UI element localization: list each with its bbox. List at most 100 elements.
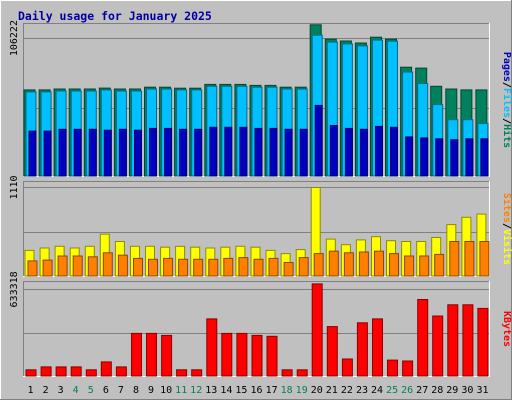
bar-kbytes-day-10 [161, 334, 173, 377]
x-tick-label: 20 [311, 385, 323, 396]
bar-pages-day-26 [405, 136, 414, 177]
bar-pages-day-31 [480, 138, 489, 177]
bar-pages-day-30 [465, 138, 474, 177]
x-tick-label: 26 [401, 385, 413, 396]
bar-kbytes-day-11 [176, 369, 188, 377]
bar-kbytes-day-28 [432, 315, 444, 377]
panel-legend: Sites/Visits [501, 193, 512, 265]
bar-kbytes-day-6 [100, 361, 112, 377]
legend-entry-0: Pages [501, 52, 512, 82]
legend-entry-1: / [501, 82, 512, 88]
x-tick-label: 11 [175, 385, 187, 396]
bar-pages-day-10 [164, 127, 173, 177]
bar-kbytes-day-13 [206, 318, 218, 377]
bar-sites-day-17 [268, 257, 279, 277]
x-tick-label: 8 [133, 385, 139, 396]
x-tick-label: 13 [205, 385, 217, 396]
bar-pages-day-7 [118, 128, 127, 177]
bar-pages-day-2 [43, 130, 52, 177]
bar-sites-day-26 [404, 255, 415, 277]
bar-kbytes-day-9 [146, 332, 157, 377]
x-tick-label: 14 [220, 385, 232, 396]
bar-pages-day-15 [239, 126, 248, 177]
bar-sites-day-19 [298, 257, 309, 277]
bar-sites-day-28 [434, 253, 445, 277]
x-tick-label: 2 [43, 385, 49, 396]
bar-kbytes-day-18 [281, 369, 293, 377]
bar-sites-day-10 [163, 257, 174, 277]
bar-pages-day-24 [375, 125, 383, 177]
x-tick-label: 1 [27, 385, 33, 396]
bar-sites-day-25 [389, 253, 399, 277]
legend-entry-1: / [501, 223, 512, 229]
bar-kbytes-day-16 [251, 334, 263, 377]
legend-entry-0: Sites [501, 193, 512, 223]
bar-sites-day-24 [374, 250, 384, 277]
x-tick-label: 22 [341, 385, 353, 396]
bar-pages-day-23 [359, 128, 368, 177]
chart-title: Daily usage for January 2025 [18, 9, 212, 23]
bar-kbytes-day-8 [131, 332, 142, 377]
bar-kbytes-day-30 [462, 304, 474, 377]
x-tick-label: 30 [461, 385, 473, 396]
panel-visits-sites: 1110 Sites/Visits [9, 175, 512, 277]
x-axis-labels: 1 2 3 4 5 6 7 8 9 10 11 12 13 14 15 16 17 18 19 20 21 22 23 24 2… [27, 385, 488, 396]
series-pages [28, 104, 489, 177]
bar-sites-day-15 [238, 257, 249, 277]
bar-sites-day-11 [178, 258, 189, 277]
bar-pages-day-27 [420, 137, 429, 177]
bar-kbytes-day-22 [341, 358, 353, 377]
legend-entry-3: / [501, 118, 512, 124]
panel-legend: Pages/Files/Hits [501, 52, 512, 148]
panel-legend: KBytes [501, 311, 512, 347]
bar-kbytes-day-7 [115, 366, 127, 377]
panel-max-label: 106222 [9, 20, 20, 56]
bar-kbytes-day-5 [85, 369, 97, 377]
bar-sites-day-13 [208, 258, 219, 277]
bar-sites-day-7 [117, 254, 128, 277]
bar-kbytes-day-15 [236, 332, 248, 377]
bar-pages-day-9 [149, 127, 157, 177]
series-kbytes [25, 283, 489, 377]
bar-sites-day-5 [87, 256, 98, 277]
bar-sites-day-18 [283, 262, 294, 277]
x-tick-label: 18 [281, 385, 293, 396]
bar-sites-day-29 [449, 241, 460, 277]
bar-pages-day-4 [73, 128, 82, 177]
bar-pages-day-21 [329, 125, 338, 177]
bar-kbytes-day-23 [356, 322, 368, 377]
bar-sites-day-4 [72, 255, 83, 277]
bar-kbytes-day-1 [25, 369, 37, 377]
bar-sites-day-16 [253, 258, 264, 277]
x-tick-label: 15 [235, 385, 247, 396]
x-tick-label: 7 [118, 385, 124, 396]
panel-max-label: 1110 [9, 175, 20, 199]
bar-sites-day-31 [479, 241, 490, 277]
bar-sites-day-9 [148, 258, 158, 277]
x-tick-label: 28 [431, 385, 443, 396]
bar-sites-day-21 [328, 250, 339, 277]
legend-entry-2: Files [501, 88, 512, 118]
bar-kbytes-day-17 [266, 335, 278, 377]
bar-sites-day-27 [419, 255, 430, 277]
bar-kbytes-day-4 [70, 366, 82, 377]
bar-kbytes-day-2 [40, 366, 52, 377]
bar-sites-day-6 [102, 252, 113, 277]
x-tick-label: 5 [88, 385, 94, 396]
legend-entry-0: KBytes [501, 311, 512, 347]
bar-kbytes-day-12 [191, 369, 203, 377]
bar-pages-day-17 [269, 127, 278, 177]
bar-kbytes-day-20 [311, 283, 323, 377]
bar-pages-day-28 [435, 138, 444, 177]
bar-pages-day-1 [28, 130, 37, 177]
x-tick-label: 10 [160, 385, 172, 396]
bar-sites-day-1 [27, 260, 38, 277]
bar-kbytes-day-27 [417, 299, 429, 377]
bar-pages-day-12 [194, 128, 203, 177]
x-tick-label: 21 [326, 385, 338, 396]
bar-kbytes-day-26 [402, 360, 414, 377]
x-tick-label: 16 [250, 385, 262, 396]
bar-kbytes-day-19 [296, 369, 308, 377]
panel-kbytes: 633318 KBytes [9, 271, 512, 377]
